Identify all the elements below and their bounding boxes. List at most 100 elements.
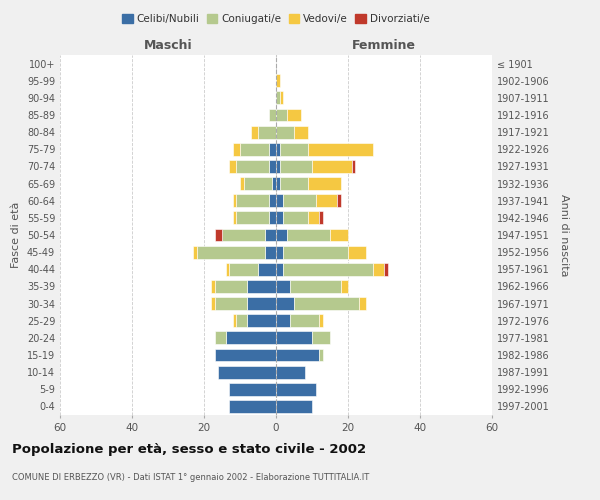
Bar [233, 143, 240, 156]
Bar [233, 194, 236, 207]
Bar [359, 297, 366, 310]
Bar [384, 263, 388, 276]
Bar [193, 246, 197, 258]
Bar [276, 246, 283, 258]
Bar [265, 228, 276, 241]
Y-axis label: Fasce di età: Fasce di età [11, 202, 21, 268]
Bar [290, 314, 319, 327]
Bar [276, 212, 283, 224]
Bar [280, 160, 312, 173]
Bar [233, 212, 236, 224]
Text: Popolazione per età, sesso e stato civile - 2002: Popolazione per età, sesso e stato civil… [12, 442, 366, 456]
Bar [276, 383, 316, 396]
Bar [240, 177, 244, 190]
Bar [247, 297, 276, 310]
Bar [294, 126, 308, 138]
Bar [348, 246, 366, 258]
Bar [222, 228, 265, 241]
Bar [308, 212, 319, 224]
Bar [236, 314, 247, 327]
Bar [319, 212, 323, 224]
Bar [215, 348, 276, 362]
Bar [283, 263, 373, 276]
Bar [226, 263, 229, 276]
Bar [215, 228, 222, 241]
Bar [211, 280, 215, 293]
Bar [215, 332, 226, 344]
Bar [276, 297, 294, 310]
Bar [276, 280, 290, 293]
Bar [236, 160, 269, 173]
Text: Femmine: Femmine [352, 38, 416, 52]
Bar [276, 263, 283, 276]
Bar [269, 143, 276, 156]
Bar [337, 194, 341, 207]
Bar [276, 160, 280, 173]
Bar [265, 246, 276, 258]
Bar [276, 400, 312, 413]
Bar [319, 314, 323, 327]
Text: Maschi: Maschi [143, 38, 193, 52]
Bar [276, 92, 280, 104]
Bar [229, 263, 258, 276]
Bar [215, 280, 247, 293]
Bar [229, 160, 236, 173]
Bar [276, 108, 287, 122]
Bar [276, 74, 280, 87]
Bar [352, 160, 355, 173]
Bar [269, 212, 276, 224]
Bar [280, 177, 308, 190]
Bar [312, 332, 330, 344]
Bar [276, 348, 319, 362]
Bar [272, 177, 276, 190]
Bar [269, 160, 276, 173]
Bar [319, 348, 323, 362]
Bar [276, 177, 280, 190]
Bar [276, 194, 283, 207]
Bar [280, 143, 308, 156]
Bar [283, 212, 308, 224]
Bar [276, 366, 305, 378]
Bar [218, 366, 276, 378]
Bar [308, 177, 341, 190]
Bar [247, 314, 276, 327]
Bar [280, 92, 283, 104]
Bar [341, 280, 348, 293]
Bar [269, 108, 276, 122]
Bar [276, 332, 312, 344]
Bar [269, 194, 276, 207]
Bar [236, 194, 269, 207]
Text: COMUNE DI ERBEZZO (VR) - Dati ISTAT 1° gennaio 2002 - Elaborazione TUTTITALIA.IT: COMUNE DI ERBEZZO (VR) - Dati ISTAT 1° g… [12, 472, 369, 482]
Bar [251, 126, 258, 138]
Bar [287, 108, 301, 122]
Bar [229, 383, 276, 396]
Bar [236, 212, 269, 224]
Bar [287, 228, 330, 241]
Bar [211, 297, 215, 310]
Bar [258, 263, 276, 276]
Bar [276, 314, 290, 327]
Bar [244, 177, 272, 190]
Bar [258, 126, 276, 138]
Bar [283, 246, 348, 258]
Bar [290, 280, 341, 293]
Legend: Celibi/Nubili, Coniugati/e, Vedovi/e, Divorziati/e: Celibi/Nubili, Coniugati/e, Vedovi/e, Di… [118, 10, 434, 29]
Bar [226, 332, 276, 344]
Bar [276, 143, 280, 156]
Bar [316, 194, 337, 207]
Bar [330, 228, 348, 241]
Bar [215, 297, 247, 310]
Bar [283, 194, 316, 207]
Bar [276, 126, 294, 138]
Bar [229, 400, 276, 413]
Bar [312, 160, 352, 173]
Bar [233, 314, 236, 327]
Bar [197, 246, 265, 258]
Y-axis label: Anni di nascita: Anni di nascita [559, 194, 569, 276]
Bar [247, 280, 276, 293]
Bar [373, 263, 384, 276]
Bar [240, 143, 269, 156]
Bar [276, 228, 287, 241]
Bar [294, 297, 359, 310]
Bar [308, 143, 373, 156]
